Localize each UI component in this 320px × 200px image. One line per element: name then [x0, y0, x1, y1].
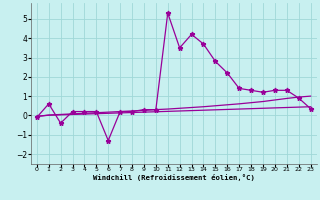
X-axis label: Windchill (Refroidissement éolien,°C): Windchill (Refroidissement éolien,°C)	[93, 174, 255, 181]
